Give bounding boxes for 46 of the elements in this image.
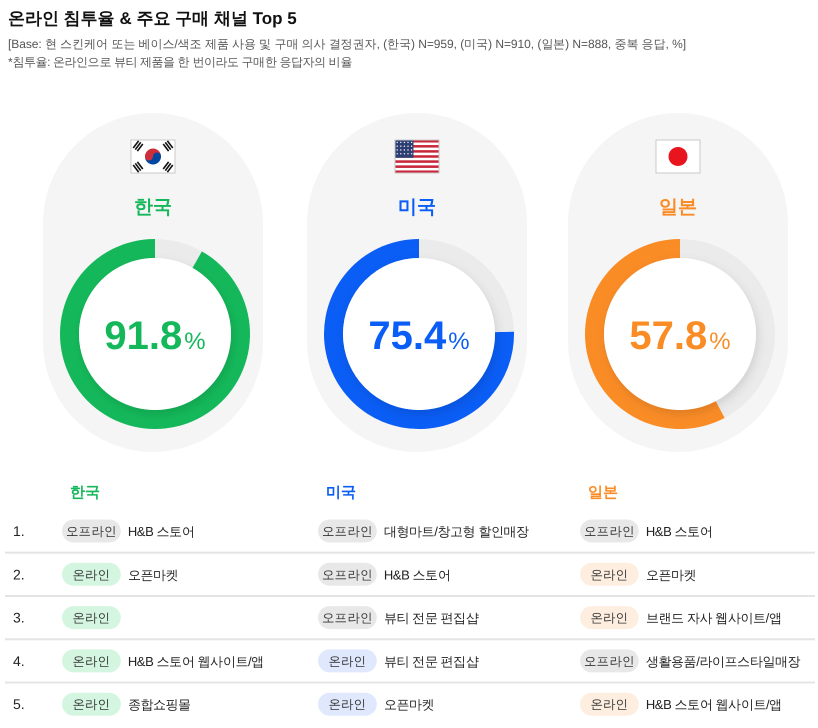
- text: 오픈마켓: [128, 567, 178, 582]
- text: [Base: 현 스킨케어 또는 베이스/색조 제품 사용 및 구매 의사 결정권자, (한국) N=959, (미국) N=910, (일본) N=888, 중복 응답, %]: [8, 37, 686, 51]
- text: H&B 스토어 웹사이트/앱: [646, 697, 782, 712]
- data-label: 57.8%: [629, 314, 731, 358]
- text: 종합쇼핑몰: [128, 697, 191, 712]
- text: 대형마트/창고형 할인매장: [384, 524, 529, 539]
- text: 온라인: [590, 568, 628, 582]
- y-tick-label: 4.: [13, 652, 25, 669]
- text: 온라인: [72, 698, 110, 712]
- y-tick-label: 2.: [13, 566, 25, 582]
- chart-title: 한국: [134, 197, 172, 218]
- text: 온라인: [590, 698, 628, 712]
- data-label: 75.4%: [368, 314, 470, 358]
- x-tick-label: 일본: [588, 484, 618, 501]
- y-tick-label: 1.: [13, 523, 25, 539]
- text: 오프라인: [584, 524, 635, 538]
- text: 오프라인: [322, 611, 373, 626]
- text: 온라인: [72, 611, 110, 626]
- text: 뷰티 전문 편집샵: [384, 654, 478, 669]
- text: 오프라인: [584, 654, 635, 668]
- text: H&B 스토어: [384, 567, 450, 582]
- text: 온라인 침투율 & 주요 구매 채널 Top 5: [8, 9, 297, 28]
- text: 온라인: [328, 698, 366, 712]
- text: 오프라인: [66, 524, 117, 538]
- text: 온라인: [72, 654, 110, 668]
- y-tick-label: 5.: [13, 696, 25, 712]
- chart-title: 미국: [398, 197, 436, 218]
- text: H&B 스토어: [128, 524, 194, 539]
- x-tick-label: 한국: [70, 484, 100, 501]
- text: 뷰티 전문 편집샵: [384, 610, 478, 626]
- text: 생활용품/라이프스타일매장: [646, 654, 800, 669]
- data-label: 91.8%: [104, 314, 206, 358]
- text: 오픈마켓: [646, 567, 696, 582]
- text: 온라인: [328, 654, 366, 668]
- y-tick-label: 3.: [13, 610, 25, 626]
- chart-title: 일본: [659, 197, 697, 218]
- text: 온라인: [72, 568, 110, 582]
- text: 오프라인: [322, 568, 373, 582]
- x-tick-label: 미국: [326, 484, 356, 501]
- text: H&B 스토어: [646, 524, 712, 539]
- text: 오프라인: [322, 524, 373, 538]
- text: 브랜드 자사 웹사이트/앱: [646, 610, 782, 626]
- text: 오픈마켓: [384, 697, 434, 712]
- text: H&B 스토어 웹사이트/앱: [128, 654, 264, 669]
- text: 온라인: [590, 611, 628, 626]
- text: *침투율: 온라인으로 뷰티 제품을 한 번이라도 구매한 응답자의 비율: [8, 55, 352, 69]
